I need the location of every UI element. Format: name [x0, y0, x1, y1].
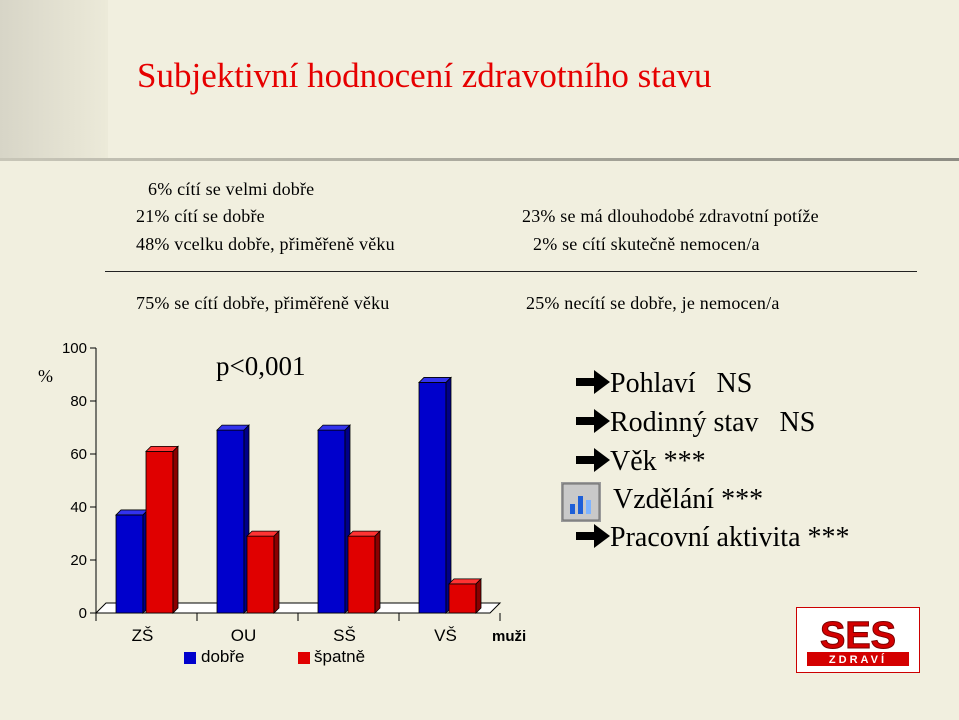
- legend-label-dobre: dobře: [201, 647, 245, 666]
- arrow-right-icon: [576, 409, 610, 433]
- category-label: SŠ: [333, 626, 356, 645]
- legend-swatch-dobre: [184, 652, 196, 664]
- factor-item: Rodinný stav NS: [576, 407, 815, 439]
- stat-left-2: 21% cítí se dobře: [136, 206, 265, 226]
- category-label: VŠ: [434, 626, 457, 645]
- category-label: ZŠ: [132, 626, 154, 645]
- y-tick-label: 20: [70, 552, 87, 569]
- arrow-right-icon: [576, 448, 610, 472]
- summary-left: 75% se cítí dobře, přiměřeně věku: [136, 293, 390, 313]
- bar-spatne: [246, 530, 280, 614]
- logo-text-top: SES: [820, 615, 896, 657]
- factor-label: Vzdělání ***: [613, 484, 764, 515]
- bar-dobre: [216, 424, 250, 614]
- y-tick-label: 100: [62, 340, 87, 357]
- stat-left-1: 6% cítí se velmi dobře: [148, 179, 315, 199]
- arrow-right-icon: [576, 524, 610, 548]
- y-tick-label: 0: [79, 605, 87, 622]
- y-axis-label: %: [38, 366, 53, 386]
- divider-rule: [105, 271, 917, 272]
- arrow-right-icon: [576, 370, 610, 394]
- bar-spatne: [448, 577, 482, 614]
- legend-label-spatne: špatně: [314, 647, 366, 666]
- y-tick-label: 40: [70, 499, 87, 516]
- factor-item: Věk ***: [576, 446, 706, 478]
- title-shadow: [0, 0, 108, 158]
- p-value: p<0,001: [216, 351, 306, 381]
- factor-label: Pracovní aktivita ***: [610, 522, 850, 553]
- bar-dobre: [115, 508, 149, 614]
- factor-label: Pohlaví NS: [610, 368, 753, 399]
- y-tick-label: 80: [70, 393, 87, 410]
- factor-label: Věk ***: [610, 446, 706, 477]
- factor-item: Pohlaví NS: [576, 368, 752, 400]
- factor-label: Rodinný stav NS: [610, 407, 816, 438]
- logo-text-bottom: ZDRAVÍ: [829, 653, 887, 666]
- summary-right: 25% necítí se dobře, je nemocen/a: [526, 293, 780, 313]
- factor-item: Vzdělání ***: [613, 484, 763, 516]
- stat-right-1: 23% se má dlouhodobé zdravotní potíže: [522, 206, 819, 226]
- bar-spatne: [145, 445, 179, 614]
- bar-chart: 0 20 40 60 80 100% ZŠ OU SŠ VŠ muži: [38, 340, 526, 645]
- legend-swatch-spatne: [298, 652, 310, 664]
- slide-title: Subjektivní hodnocení zdravotního stavu: [137, 56, 712, 95]
- bar-spatne: [347, 530, 381, 614]
- category-label: OU: [231, 626, 257, 645]
- stat-left-3: 48% vcelku dobře, přiměřeně věku: [136, 234, 395, 254]
- ses-zdravi-logo: SES ZDRAVÍ: [796, 607, 920, 673]
- stat-right-2: 2% se cítí skutečně nemocen/a: [533, 234, 760, 254]
- bar-dobre: [317, 424, 351, 614]
- ses-logo-graphic: SES ZDRAVÍ: [800, 611, 916, 669]
- chart-icon[interactable]: [561, 482, 601, 522]
- factor-item: Pracovní aktivita ***: [576, 522, 850, 554]
- y-tick-label: 60: [70, 446, 87, 463]
- title-band: [108, 0, 959, 158]
- bar-dobre: [418, 376, 452, 614]
- title-underline: [0, 158, 959, 161]
- group-label: muži: [492, 628, 526, 645]
